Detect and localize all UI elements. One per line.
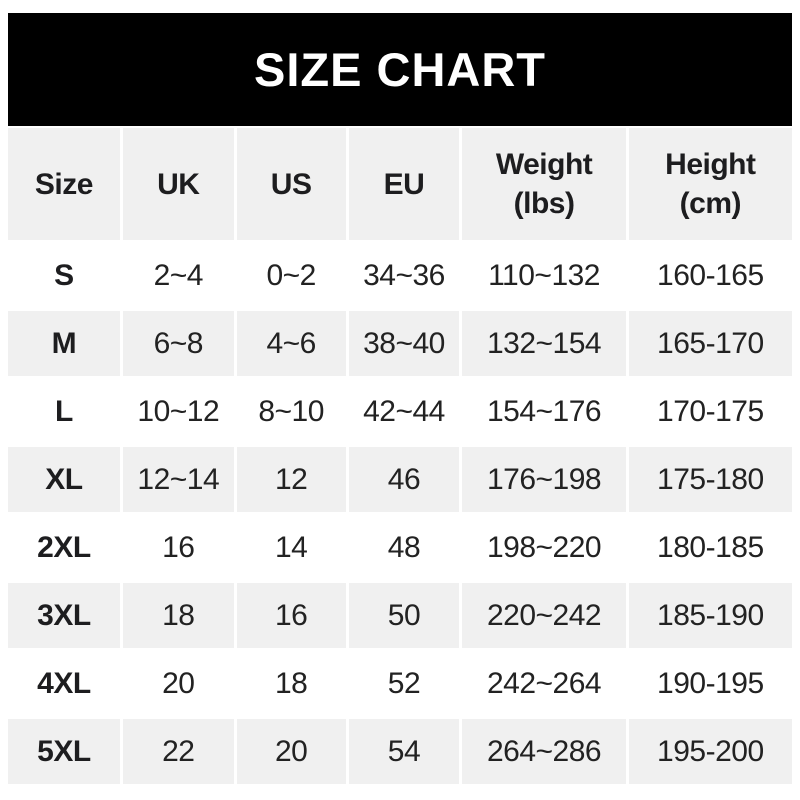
uk-cell: 6~8 <box>122 311 234 376</box>
uk-cell: 18 <box>122 583 234 648</box>
header-label-size: Size <box>34 167 94 201</box>
size-cell: 5XL <box>8 719 120 784</box>
us-cell: 4~6 <box>236 311 346 376</box>
table-row-m: M 6~8 4~6 38~40 132~154 165-170 <box>8 311 792 376</box>
eu-cell: 34~36 <box>348 243 460 308</box>
height-cell: 185-190 <box>628 583 792 648</box>
header-cell-weight: Weight (lbs) <box>462 128 626 240</box>
weight-cell: 198~220 <box>462 515 626 580</box>
weight-cell: 132~154 <box>462 311 626 376</box>
header-label-height: Height <box>665 148 756 181</box>
table-row-xl: XL 12~14 12 46 176~198 175-180 <box>8 447 792 512</box>
size-cell: M <box>8 311 120 376</box>
eu-cell: 54 <box>348 719 460 784</box>
us-cell: 0~2 <box>236 243 346 308</box>
uk-cell: 22 <box>122 719 234 784</box>
uk-cell: 2~4 <box>122 243 234 308</box>
table-row-4xl: 4XL 20 18 52 242~264 190-195 <box>8 651 792 716</box>
weight-cell: 220~242 <box>462 583 626 648</box>
size-cell: 4XL <box>8 651 120 716</box>
table-row-s: S 2~4 0~2 34~36 110~132 160-165 <box>8 243 792 308</box>
size-cell: 3XL <box>8 583 120 648</box>
us-cell: 18 <box>236 651 346 716</box>
eu-cell: 42~44 <box>348 379 460 444</box>
us-cell: 12 <box>236 447 346 512</box>
header-label-weight: Weight <box>495 148 593 181</box>
header-label-uk: UK <box>157 167 200 201</box>
header-label-us: US <box>270 167 312 201</box>
us-cell: 8~10 <box>236 379 346 444</box>
header-cell-height: Height (cm) <box>628 128 792 240</box>
size-table: Size UK US EU Weight (lbs) Height (cm) <box>5 125 795 787</box>
eu-cell: 50 <box>348 583 460 648</box>
header-cell-uk: UK <box>122 128 234 240</box>
table-row-3xl: 3XL 18 16 50 220~242 185-190 <box>8 583 792 648</box>
header-cell-eu: EU <box>348 128 460 240</box>
weight-cell: 176~198 <box>462 447 626 512</box>
us-cell: 20 <box>236 719 346 784</box>
header-label-weight-unit: (lbs) <box>513 187 575 220</box>
uk-cell: 20 <box>122 651 234 716</box>
table-row-l: L 10~12 8~10 42~44 154~176 170-175 <box>8 379 792 444</box>
table-header-row: Size UK US EU Weight (lbs) Height (cm) <box>8 128 792 240</box>
header-cell-us: US <box>236 128 346 240</box>
weight-cell: 264~286 <box>462 719 626 784</box>
uk-cell: 16 <box>122 515 234 580</box>
uk-cell: 10~12 <box>122 379 234 444</box>
eu-cell: 38~40 <box>348 311 460 376</box>
size-cell: L <box>8 379 120 444</box>
size-chart-title: SIZE CHART <box>254 43 546 96</box>
eu-cell: 46 <box>348 447 460 512</box>
eu-cell: 48 <box>348 515 460 580</box>
height-cell: 190-195 <box>628 651 792 716</box>
header-label-eu: EU <box>383 167 425 201</box>
size-cell: XL <box>8 447 120 512</box>
size-cell: 2XL <box>8 515 120 580</box>
height-cell: 195-200 <box>628 719 792 784</box>
weight-cell: 242~264 <box>462 651 626 716</box>
weight-cell: 110~132 <box>462 243 626 308</box>
size-chart-banner: SIZE CHART <box>8 13 792 126</box>
us-cell: 14 <box>236 515 346 580</box>
height-cell: 165-170 <box>628 311 792 376</box>
height-cell: 170-175 <box>628 379 792 444</box>
uk-cell: 12~14 <box>122 447 234 512</box>
height-cell: 175-180 <box>628 447 792 512</box>
size-cell: S <box>8 243 120 308</box>
height-cell: 160-165 <box>628 243 792 308</box>
height-cell: 180-185 <box>628 515 792 580</box>
us-cell: 16 <box>236 583 346 648</box>
weight-cell: 154~176 <box>462 379 626 444</box>
header-cell-size: Size <box>8 128 120 240</box>
header-label-height-unit: (cm) <box>679 187 742 220</box>
table-row-5xl: 5XL 22 20 54 264~286 195-200 <box>8 719 792 784</box>
eu-cell: 52 <box>348 651 460 716</box>
table-row-2xl: 2XL 16 14 48 198~220 180-185 <box>8 515 792 580</box>
